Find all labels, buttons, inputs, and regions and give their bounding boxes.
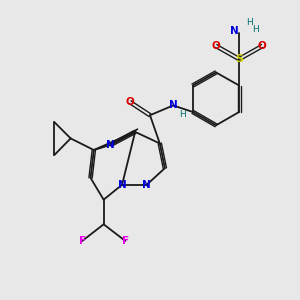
Text: N: N — [106, 140, 115, 150]
Text: F: F — [79, 236, 86, 246]
Text: O: O — [126, 97, 134, 107]
Text: S: S — [235, 54, 243, 64]
Text: F: F — [122, 236, 129, 246]
Text: O: O — [258, 41, 267, 51]
Text: H: H — [246, 18, 253, 27]
Text: H: H — [179, 110, 185, 119]
Text: H: H — [252, 26, 259, 34]
Text: N: N — [230, 26, 239, 36]
Text: N: N — [118, 180, 126, 190]
Text: O: O — [212, 41, 220, 51]
Text: N: N — [142, 180, 151, 190]
Text: N: N — [169, 100, 178, 110]
